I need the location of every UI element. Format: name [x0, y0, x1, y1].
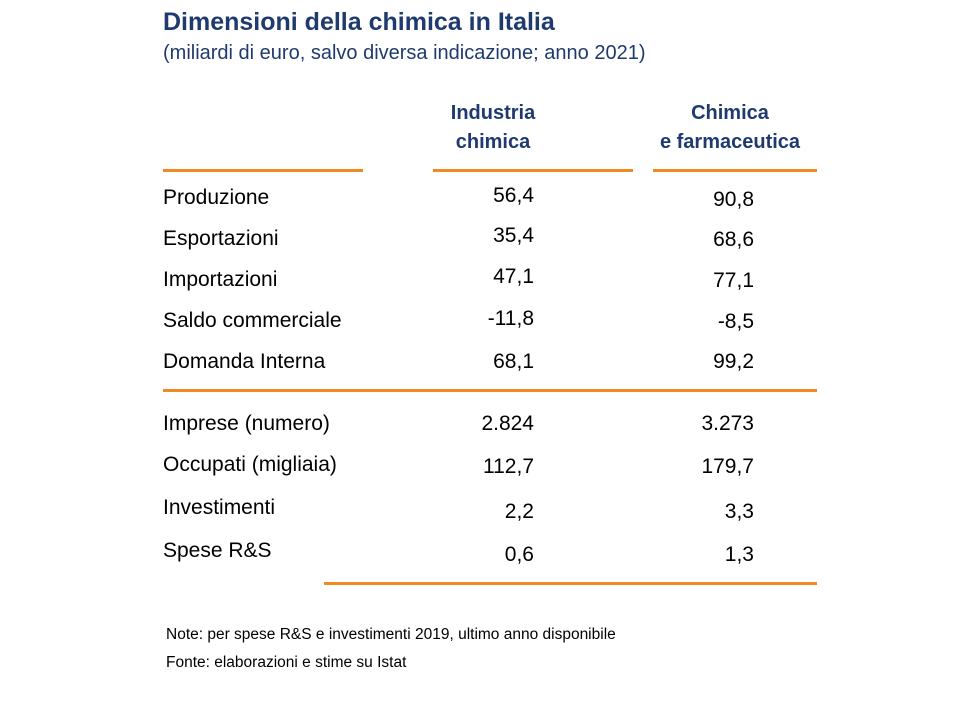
cell-farmaceutica-produzione: 90,8 — [713, 188, 754, 211]
cell-industria-produzione: 56,4 — [493, 184, 534, 207]
cell-farmaceutica-domanda-interna: 99,2 — [713, 350, 754, 373]
cell-farmaceutica-saldo-commerciale: -8,5 — [717, 310, 754, 333]
cell-industria-saldo-commerciale: -11,8 — [487, 307, 534, 330]
header-divider-right — [653, 169, 817, 172]
cell-industria-spese-rs: 0,6 — [504, 543, 534, 566]
cell-industria-esportazioni: 35,4 — [493, 224, 534, 247]
header-divider-left — [163, 169, 363, 172]
column-header-line: Industria — [450, 102, 536, 124]
column-header-industria-chimica: Industria chimica — [420, 99, 566, 157]
column-header-line: chimica — [455, 131, 531, 153]
source-note: Fonte: elaborazioni e stime su Istat — [166, 654, 407, 671]
section-divider — [163, 389, 817, 392]
column-header-line: Chimica — [691, 102, 769, 124]
cell-farmaceutica-esportazioni: 68,6 — [713, 228, 754, 251]
cell-industria-importazioni: 47,1 — [493, 265, 534, 288]
row-label-imprese: Imprese (numero) — [163, 412, 330, 435]
cell-farmaceutica-spese-rs: 1,3 — [724, 543, 754, 566]
page-subtitle: (miliardi di euro, salvo diversa indicaz… — [163, 42, 646, 64]
cell-farmaceutica-investimenti: 3,3 — [724, 500, 754, 523]
footnote: Note: per spese R&S e investimenti 2019,… — [166, 626, 616, 643]
table-bottom-divider — [324, 582, 817, 585]
row-label-produzione: Produzione — [163, 186, 270, 209]
page-title: Dimensioni della chimica in Italia — [163, 8, 555, 36]
cell-industria-investimenti: 2,2 — [504, 500, 534, 523]
row-label-domanda-interna: Domanda Interna — [163, 350, 326, 373]
cell-farmaceutica-occupati: 179,7 — [701, 455, 754, 478]
cell-farmaceutica-importazioni: 77,1 — [713, 269, 754, 292]
row-label-saldo-commerciale: Saldo commerciale — [163, 309, 342, 332]
row-label-importazioni: Importazioni — [163, 268, 278, 291]
cell-industria-imprese: 2.824 — [481, 412, 534, 435]
row-label-investimenti: Investimenti — [163, 496, 276, 519]
row-label-esportazioni: Esportazioni — [163, 227, 279, 250]
row-label-spese-rs: Spese R&S — [163, 539, 272, 562]
row-label-occupati: Occupati (migliaia) — [163, 453, 337, 476]
cell-farmaceutica-imprese: 3.273 — [701, 412, 754, 435]
cell-industria-domanda-interna: 68,1 — [493, 350, 534, 373]
cell-industria-occupati: 112,7 — [483, 455, 534, 478]
column-header-chimica-farmaceutica: Chimica e farmaceutica — [640, 99, 820, 157]
column-header-line: e farmaceutica — [659, 131, 801, 153]
header-divider-middle — [433, 169, 633, 172]
